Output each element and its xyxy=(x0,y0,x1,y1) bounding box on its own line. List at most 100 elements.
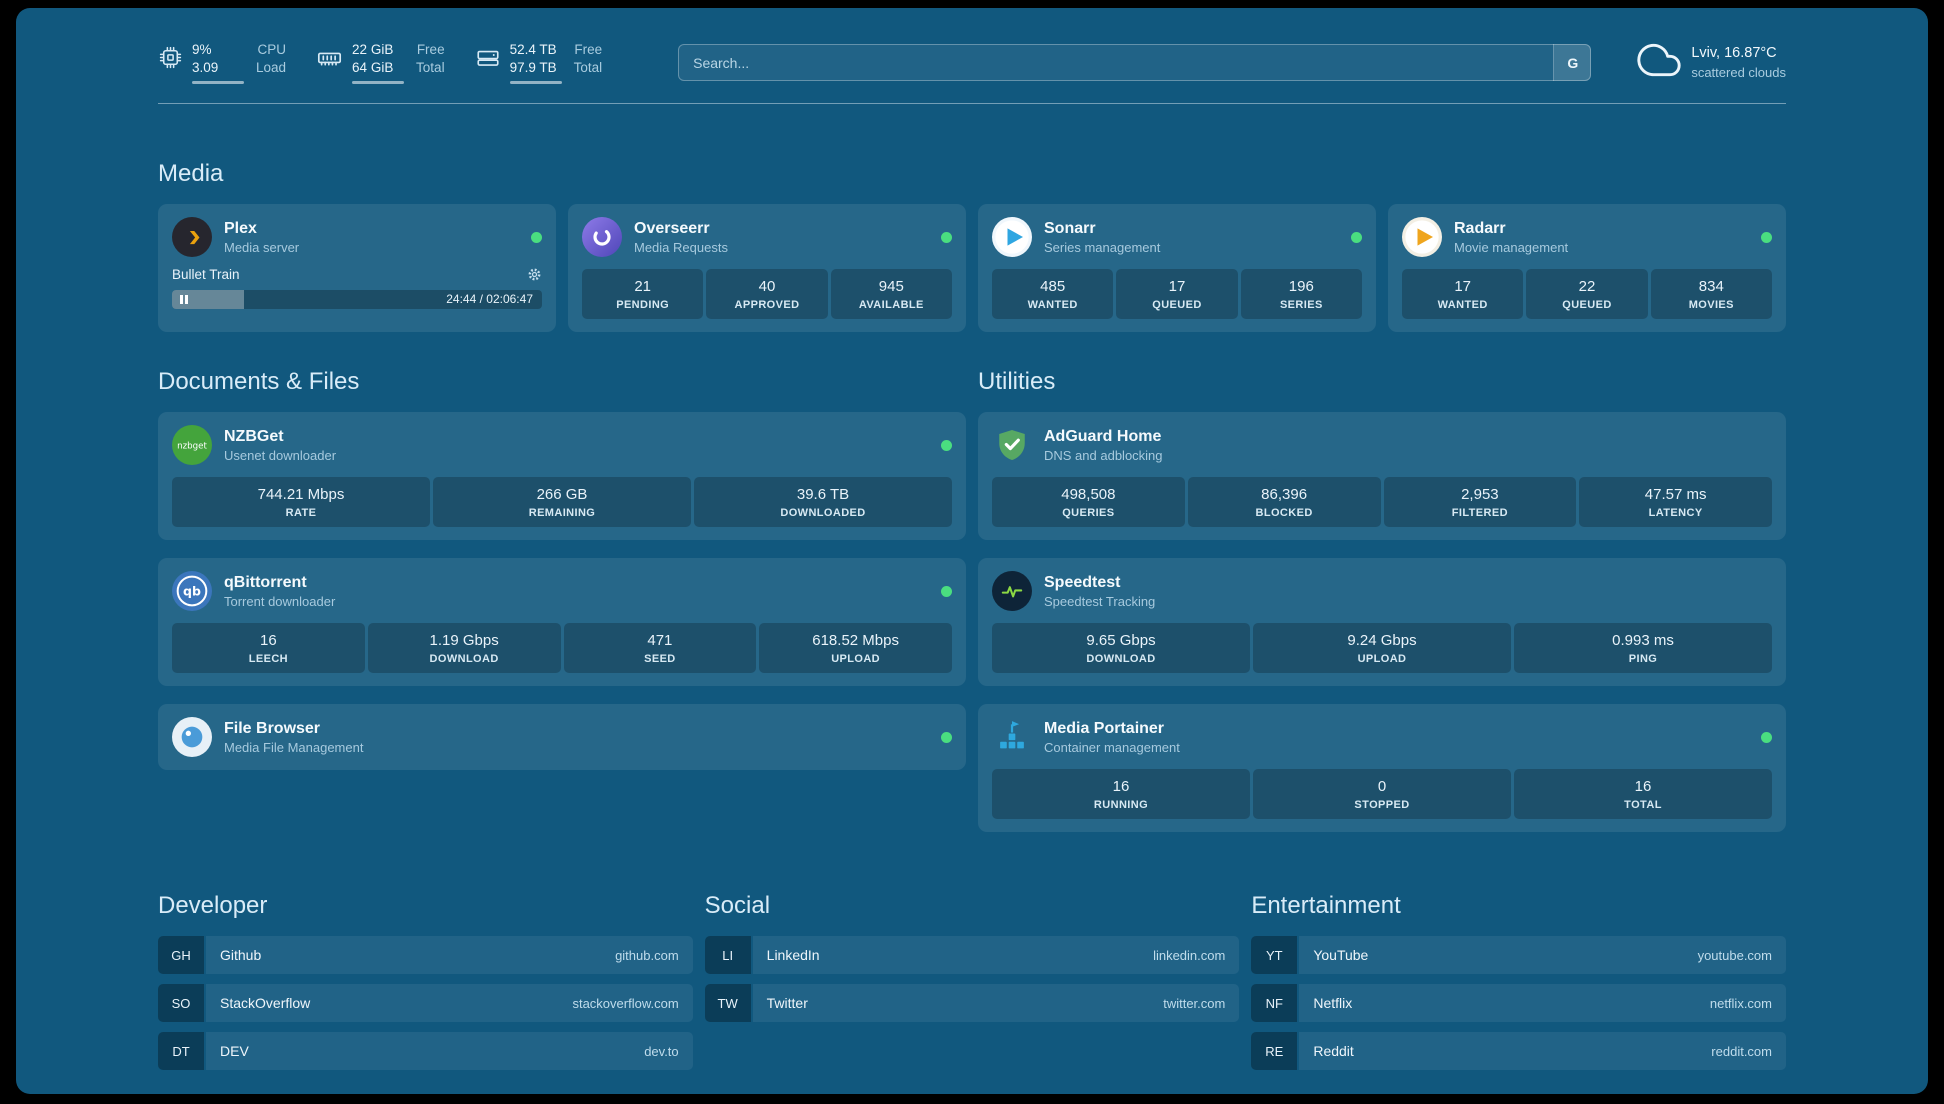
stat-value: 21 xyxy=(634,278,651,295)
service-name: AdGuard Home xyxy=(1044,427,1162,445)
stat-label: PENDING xyxy=(616,299,670,311)
bookmark-netflix[interactable]: NF Netflix netflix.com xyxy=(1251,984,1786,1022)
stat-value: 2,953 xyxy=(1461,486,1499,503)
cpu-icon xyxy=(158,45,183,75)
bookmark-reddit[interactable]: RE Reddit reddit.com xyxy=(1251,1032,1786,1070)
bookmark-abbr: NF xyxy=(1251,984,1298,1022)
stat-tile: 40 APPROVED xyxy=(706,269,828,319)
stat-label: STOPPED xyxy=(1354,799,1410,811)
topbar: 9% 3.09 CPU Load 22 xyxy=(158,38,1786,87)
bookmark-name: Reddit xyxy=(1313,1043,1354,1059)
service-card-filebrowser[interactable]: File Browser Media File Management xyxy=(158,704,966,770)
dashboard: 9% 3.09 CPU Load 22 xyxy=(16,8,1928,1094)
weather-location: Lviv, 16.87°C xyxy=(1691,44,1777,61)
status-dot xyxy=(1761,231,1772,243)
pause-icon[interactable] xyxy=(180,295,188,304)
bookmark-group-social: Social LI LinkedIn linkedin.com TW Twitt… xyxy=(704,892,1240,1080)
service-card-speedtest[interactable]: Speedtest Speedtest Tracking 9.65 Gbps D… xyxy=(978,558,1786,686)
service-card-overseerr[interactable]: Overseerr Media Requests 21 PENDING 40 A… xyxy=(568,204,966,332)
stat-tile: 17 QUEUED xyxy=(1116,269,1238,319)
stat-tile: 1.19 Gbps DOWNLOAD xyxy=(367,623,561,673)
bookmark-linkedin[interactable]: LI LinkedIn linkedin.com xyxy=(704,936,1240,974)
stat-value: 9.65 Gbps xyxy=(1086,632,1156,649)
stat-label: WANTED xyxy=(1027,299,1078,311)
memory-icon xyxy=(316,45,343,77)
bookmark-stackoverflow[interactable]: SO StackOverflow stackoverflow.com xyxy=(158,984,693,1022)
status-dot xyxy=(941,439,952,451)
stat-tile: 0 STOPPED xyxy=(1253,769,1511,819)
stat-tile: 47.57 ms LATENCY xyxy=(1579,477,1772,527)
stat-value: 485 xyxy=(1040,278,1066,295)
disk-free-label: Free xyxy=(574,42,603,58)
service-card-qbittorrent[interactable]: qb qBittorrent Torrent downloader 16 LEE… xyxy=(158,558,966,686)
search-input[interactable] xyxy=(678,44,1592,81)
stat-value: 0 xyxy=(1377,778,1387,795)
service-name: Radarr xyxy=(1454,219,1506,237)
resource-disk: 52.4 TB 97.9 TB Free Total xyxy=(475,41,603,84)
status-dot xyxy=(941,585,952,597)
stat-label: RUNNING xyxy=(1093,799,1149,811)
service-card-adguard[interactable]: AdGuard Home DNS and adblocking 498,508 … xyxy=(978,412,1786,540)
playback-progress-bar[interactable]: 24:44 / 02:06:47 xyxy=(172,290,542,309)
bookmark-name: Netflix xyxy=(1313,995,1353,1011)
stat-label: UPLOAD xyxy=(831,653,881,665)
bookmark-domain: github.com xyxy=(615,947,679,963)
stat-tile: 471 SEED xyxy=(563,623,757,673)
nzbget-icon-text: nzbget xyxy=(177,441,207,451)
nzbget-icon: nzbget xyxy=(172,425,212,465)
service-subtitle: Torrent downloader xyxy=(224,593,336,609)
stat-tile: 618.52 Mbps UPLOAD xyxy=(759,623,952,673)
stat-tile: 16 LEECH xyxy=(172,623,365,673)
service-name: Media Portainer xyxy=(1044,719,1165,737)
stat-value: 39.6 TB xyxy=(796,486,850,503)
stat-label: DOWNLOAD xyxy=(1086,653,1156,665)
memory-free-label: Free xyxy=(416,42,445,58)
stat-label: DOWNLOADED xyxy=(780,507,866,519)
bookmark-twitter[interactable]: TW Twitter twitter.com xyxy=(704,984,1240,1022)
stat-value: 16 xyxy=(1112,778,1130,795)
cpu-load-value: 3.09 xyxy=(192,60,219,75)
section-title-social: Social xyxy=(704,892,771,919)
status-dot xyxy=(531,231,542,243)
playback-progress-fill xyxy=(172,290,245,309)
stat-value: 47.57 ms xyxy=(1644,486,1707,503)
bookmark-abbr: TW xyxy=(704,984,751,1022)
bookmark-name: StackOverflow xyxy=(220,995,311,1011)
stat-tile: 16 RUNNING xyxy=(992,769,1250,819)
bookmark-abbr: DT xyxy=(158,1032,204,1070)
service-card-plex[interactable]: Plex Media server Bullet Train xyxy=(158,204,556,332)
search-provider-button[interactable]: G xyxy=(1553,44,1592,81)
stat-label: PING xyxy=(1628,653,1658,665)
bookmark-youtube[interactable]: YT YouTube youtube.com xyxy=(1251,936,1786,974)
service-subtitle: Usenet downloader xyxy=(224,447,337,463)
stat-label: SERIES xyxy=(1279,299,1323,311)
status-dot xyxy=(1351,231,1362,243)
section-documents: Documents & Files nzbget NZBGet Usenet d… xyxy=(158,368,966,770)
settings-gear-icon[interactable] xyxy=(527,267,542,282)
bookmark-name: LinkedIn xyxy=(766,947,820,963)
service-subtitle: Media server xyxy=(224,239,300,255)
stat-value: 498,508 xyxy=(1061,486,1116,503)
service-subtitle: Media File Management xyxy=(224,739,364,755)
status-dot xyxy=(941,731,952,743)
stat-label: MOVIES xyxy=(1688,299,1734,311)
service-name: NZBGet xyxy=(224,427,284,445)
service-name: Speedtest xyxy=(1044,573,1121,591)
service-card-nzbget[interactable]: nzbget NZBGet Usenet downloader 744.21 M… xyxy=(158,412,966,540)
stat-tile: 0.993 ms PING xyxy=(1514,623,1772,673)
bookmark-github[interactable]: GH Github github.com xyxy=(158,936,693,974)
service-card-radarr[interactable]: Radarr Movie management 17 WANTED 22 QUE… xyxy=(1388,204,1786,332)
stat-tile: 39.6 TB DOWNLOADED xyxy=(694,477,952,527)
stat-label: WANTED xyxy=(1437,299,1488,311)
service-card-portainer[interactable]: Media Portainer Container management 16 … xyxy=(978,704,1786,832)
service-card-sonarr[interactable]: Sonarr Series management 485 WANTED 17 Q… xyxy=(978,204,1376,332)
bookmark-domain: twitter.com xyxy=(1163,995,1226,1011)
stat-tile: 744.21 Mbps RATE xyxy=(172,477,430,527)
bookmark-domain: dev.to xyxy=(644,1043,679,1059)
stat-label: QUERIES xyxy=(1062,507,1115,519)
stat-label: REMAINING xyxy=(528,507,596,519)
weather-condition: scattered clouds xyxy=(1691,64,1786,80)
bookmark-abbr: LI xyxy=(704,936,751,974)
stat-value: 945 xyxy=(878,278,904,295)
bookmark-dev[interactable]: DT DEV dev.to xyxy=(158,1032,693,1070)
